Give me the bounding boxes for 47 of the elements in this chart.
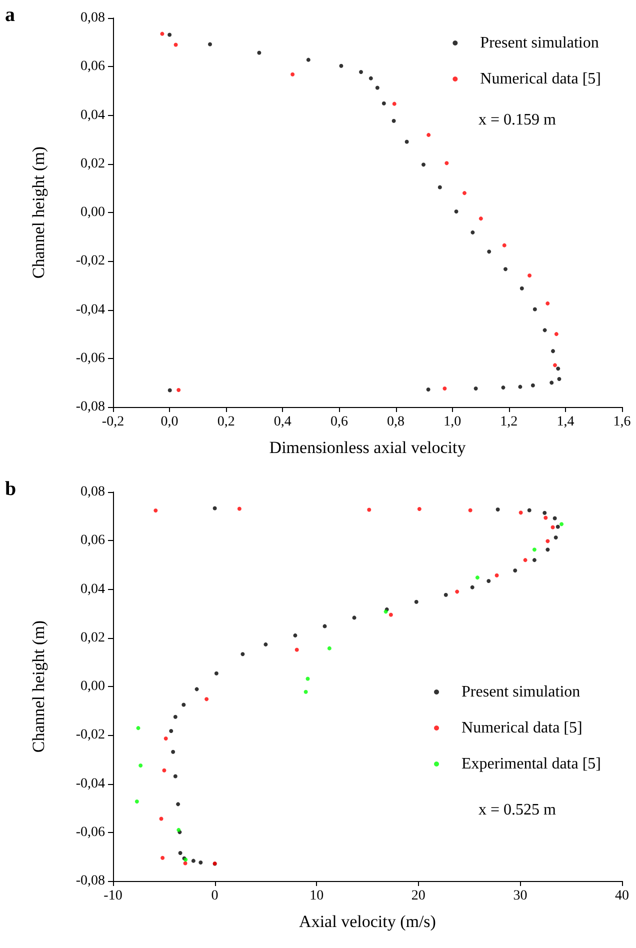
legend-label: Experimental data [5] xyxy=(462,756,602,772)
y-tick-label: -0,06 xyxy=(76,350,105,366)
legend-label: Numerical data [5] xyxy=(480,70,601,88)
y-tick-label: -0,02 xyxy=(76,728,105,743)
y-tick-label: 0,08 xyxy=(80,10,105,26)
y-tick-label: -0,08 xyxy=(76,874,105,888)
y-tick-label: 0,02 xyxy=(80,156,105,172)
x-tick-label: 0,0 xyxy=(160,414,178,430)
y-tick-label: 0,04 xyxy=(80,108,105,123)
y-tick-label: 0,02 xyxy=(80,630,105,646)
y-axis-title: Channel height (m) xyxy=(29,620,48,753)
x-tick-label: -10 xyxy=(104,888,122,904)
y-tick-label: -0,08 xyxy=(76,400,105,414)
legend-label: Numerical data [5] xyxy=(462,720,582,736)
x-tick-label: 0,8 xyxy=(387,414,405,430)
x-tick-label: 40 xyxy=(615,888,629,904)
y-tick-label: 0,08 xyxy=(80,484,105,500)
y-tick-label: -0,04 xyxy=(76,302,105,318)
y-tick-label: 0,00 xyxy=(80,205,105,220)
y-tick-label: 0,06 xyxy=(80,533,105,548)
chart-title: b xyxy=(5,478,16,500)
x-axis-title: Dimensionless axial velocity xyxy=(269,438,466,457)
y-tick-label: 0,06 xyxy=(80,59,105,74)
annotation: x = 0.525 m xyxy=(478,802,557,818)
annotation: x = 0.159 m xyxy=(478,112,557,128)
x-tick-label: 0,4 xyxy=(274,414,292,430)
x-tick-label: 1,2 xyxy=(500,414,518,430)
x-tick-label: 1,4 xyxy=(556,414,574,430)
x-axis-title: Axial velocity (m/s) xyxy=(299,912,436,931)
y-tick-label: 0,04 xyxy=(80,582,105,597)
legend-label: Present simulation xyxy=(462,684,580,700)
x-tick-label: 30 xyxy=(513,888,528,904)
x-tick-label: 10 xyxy=(310,888,324,904)
x-tick-label: 20 xyxy=(411,888,426,904)
y-tick-label: -0,04 xyxy=(76,776,105,792)
y-axis-title: Channel height (m) xyxy=(29,146,48,279)
x-tick-label: 0,6 xyxy=(330,414,348,430)
y-tick-label: -0,06 xyxy=(76,824,105,840)
x-tick-label: 0,2 xyxy=(217,414,235,430)
x-tick-label: 1,0 xyxy=(444,414,462,430)
x-tick-label: 1,6 xyxy=(613,414,631,430)
x-tick-label: 0 xyxy=(211,888,218,904)
chart-title: a xyxy=(5,4,15,26)
y-tick-label: -0,02 xyxy=(76,254,105,269)
y-tick-label: 0,00 xyxy=(80,679,105,694)
x-tick-label: -0,2 xyxy=(102,414,124,430)
legend-label: Present simulation xyxy=(480,34,599,52)
